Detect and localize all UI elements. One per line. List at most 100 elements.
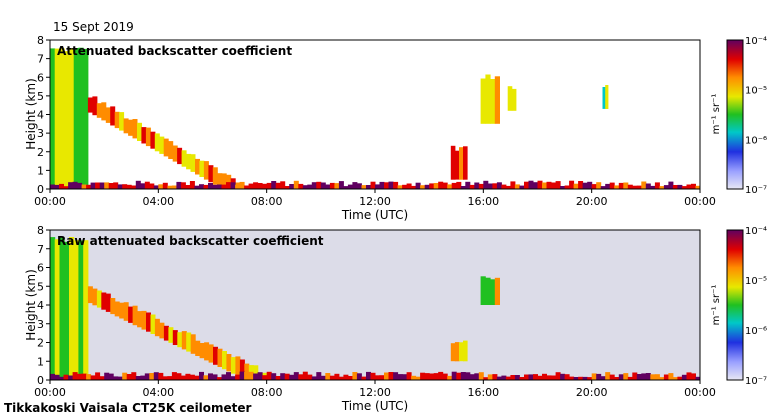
heat-cell bbox=[605, 372, 611, 380]
heat-cell bbox=[560, 186, 566, 189]
x-tick-label: 00:00 bbox=[684, 195, 716, 208]
heat-cell bbox=[135, 180, 141, 189]
heat-cell bbox=[194, 375, 200, 380]
heat-cell bbox=[454, 150, 460, 180]
heat-cell bbox=[171, 372, 177, 380]
heat-cell bbox=[537, 375, 543, 380]
x-tick-label: 08:00 bbox=[251, 195, 283, 208]
heat-cell bbox=[86, 184, 92, 189]
heat-cell bbox=[50, 184, 55, 189]
heat-cell bbox=[177, 332, 183, 348]
heat-cell bbox=[632, 185, 638, 189]
heat-cell bbox=[459, 147, 464, 180]
heat-cell bbox=[90, 375, 96, 380]
x-tick-label: 04:00 bbox=[142, 195, 174, 208]
heat-cell bbox=[128, 119, 134, 136]
heat-cell bbox=[460, 186, 466, 189]
heat-cell bbox=[411, 375, 417, 380]
heat-cell bbox=[104, 372, 110, 380]
heatmap-cells-2 bbox=[50, 237, 701, 380]
heat-cell bbox=[480, 276, 486, 305]
heat-cell bbox=[95, 182, 101, 189]
heat-cell bbox=[370, 372, 376, 380]
heat-cell bbox=[177, 147, 183, 165]
y-tick-label: 8 bbox=[37, 34, 44, 47]
panel-attenuated: Attenuated backscatter coefficient 0 1 2 3 4… bbox=[24, 34, 767, 222]
heat-cell bbox=[253, 365, 259, 380]
heat-cell bbox=[388, 372, 394, 380]
heat-cell bbox=[663, 374, 669, 380]
heat-cell bbox=[101, 292, 107, 310]
x-tick-label: 12:00 bbox=[359, 195, 391, 208]
heat-cell bbox=[77, 373, 83, 380]
heat-cell bbox=[212, 167, 218, 185]
heat-cell bbox=[573, 183, 579, 189]
heat-cell bbox=[366, 185, 371, 189]
heat-cell bbox=[87, 97, 93, 113]
heat-cell bbox=[302, 185, 308, 189]
y-tick-label: 4 bbox=[37, 299, 44, 312]
heat-cell bbox=[289, 374, 295, 380]
heat-cell bbox=[150, 314, 156, 334]
heat-cell bbox=[496, 182, 502, 189]
heat-cell bbox=[163, 138, 169, 157]
heat-cell bbox=[329, 375, 335, 380]
y-tick-label: 2 bbox=[37, 337, 44, 350]
heat-cell bbox=[266, 182, 272, 189]
heat-cell bbox=[424, 373, 430, 380]
x-tick-label: 16:00 bbox=[467, 386, 499, 399]
heat-cell bbox=[352, 372, 358, 380]
heat-cell bbox=[338, 181, 344, 189]
heat-cell bbox=[311, 376, 317, 380]
heat-cell bbox=[230, 182, 236, 189]
colorbar-1 bbox=[726, 39, 744, 190]
heat-cell bbox=[163, 325, 169, 341]
heat-cell bbox=[81, 184, 87, 189]
x-axis-label-2: Time (UTC) bbox=[341, 399, 408, 413]
heat-cell bbox=[208, 373, 213, 380]
heat-cell bbox=[474, 182, 480, 189]
heat-cell bbox=[217, 348, 223, 367]
heat-cell bbox=[176, 181, 182, 189]
heat-cell bbox=[153, 185, 159, 189]
heat-cell bbox=[645, 373, 651, 380]
heat-cell bbox=[334, 373, 340, 380]
colorbar-tick-label: 10⁻⁵ bbox=[745, 276, 767, 287]
heat-cell bbox=[158, 372, 164, 380]
colorbar-tick-label: 10⁻⁶ bbox=[745, 326, 767, 337]
heat-cell bbox=[194, 185, 200, 189]
heat-cell bbox=[564, 185, 570, 189]
heat-cell bbox=[429, 373, 435, 380]
y-tick-label: 1 bbox=[37, 355, 44, 368]
x-tick-label: 16:00 bbox=[467, 195, 499, 208]
heat-cell bbox=[203, 161, 209, 180]
heat-cell bbox=[149, 183, 155, 189]
heat-cell bbox=[204, 342, 210, 361]
heat-cell bbox=[347, 184, 353, 189]
heat-cell bbox=[262, 183, 268, 189]
heat-cell bbox=[59, 48, 65, 189]
heat-cell bbox=[212, 374, 218, 380]
heat-cell bbox=[469, 374, 475, 380]
heat-cell bbox=[478, 372, 484, 380]
heat-cell bbox=[623, 373, 629, 380]
heat-cell bbox=[168, 327, 174, 343]
y-tick-label: 8 bbox=[37, 224, 44, 237]
heat-cell bbox=[334, 183, 340, 189]
heat-cell bbox=[78, 47, 84, 190]
heat-cell bbox=[614, 185, 620, 189]
heat-cell bbox=[490, 79, 496, 124]
heat-cell bbox=[537, 180, 543, 189]
heat-cell bbox=[78, 240, 84, 380]
heat-cell bbox=[627, 376, 633, 380]
heat-cell bbox=[180, 182, 186, 189]
heat-cell bbox=[99, 182, 105, 189]
heat-cell bbox=[64, 51, 70, 189]
heat-cell bbox=[524, 374, 529, 380]
heat-cell bbox=[280, 373, 286, 380]
panel-title-1: Attenuated backscatter coefficient bbox=[57, 44, 292, 58]
heat-cell bbox=[69, 237, 75, 380]
heat-cell bbox=[507, 86, 513, 111]
heat-cell bbox=[86, 374, 92, 380]
heat-cell bbox=[686, 372, 692, 380]
